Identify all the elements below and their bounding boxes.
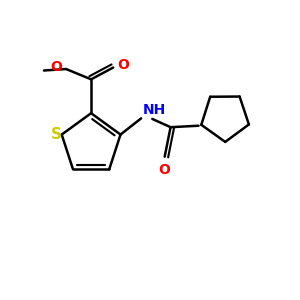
Text: NH: NH	[142, 103, 166, 117]
Text: O: O	[51, 60, 62, 74]
Text: O: O	[159, 163, 171, 177]
Text: O: O	[118, 58, 130, 72]
Text: S: S	[51, 127, 62, 142]
